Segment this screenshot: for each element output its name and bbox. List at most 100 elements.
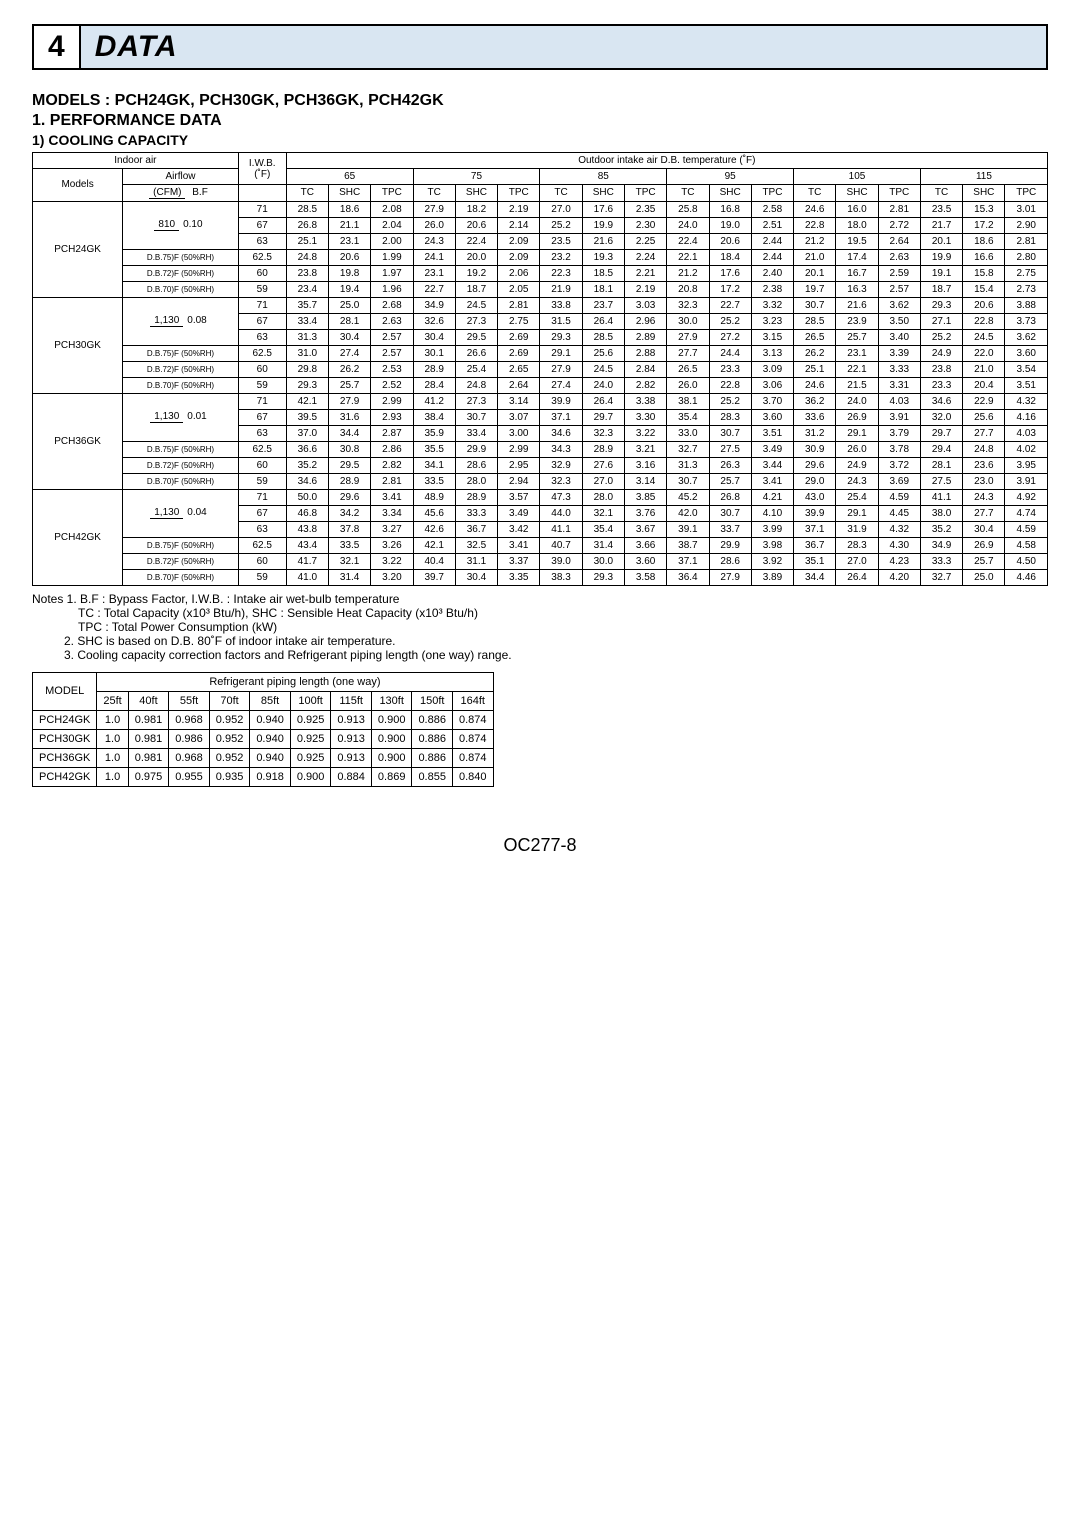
data-cell: 34.9 [920,537,962,553]
table-row: D.B.75)F (50%RH)62.531.027.42.5730.126.6… [33,345,1048,361]
data-cell: 35.7 [286,297,328,313]
data-cell: 29.6 [794,457,836,473]
data-cell: 37.8 [328,521,370,537]
data-cell: 0.925 [290,748,331,767]
data-cell: 25.2 [920,329,962,345]
data-cell: 0.952 [209,748,250,767]
data-cell: 2.72 [878,217,920,233]
data-cell: 19.5 [836,233,878,249]
iwb-cell: 62.5 [238,345,286,361]
data-cell: 24.0 [582,377,624,393]
data-cell: 15.3 [963,201,1005,217]
data-cell: 30.7 [667,473,709,489]
models-line: MODELS : PCH24GK, PCH30GK, PCH36GK, PCH4… [32,92,1048,110]
data-cell: 30.8 [328,441,370,457]
data-cell: 3.34 [371,505,413,521]
hdr-t105: 105 [794,169,921,185]
airflow-cell: 1,1300.08 [123,297,239,345]
data-cell: 27.7 [667,345,709,361]
data-cell: 3.22 [371,553,413,569]
refr-col-hdr: 85ft [250,691,291,710]
data-cell: 23.1 [413,265,455,281]
hdr-cfm: (CFM) [149,187,185,199]
data-cell: 2.75 [1005,265,1048,281]
data-cell: 3.22 [624,425,666,441]
data-cell: 2.64 [498,377,540,393]
data-cell: 29.1 [540,345,582,361]
data-cell: 39.7 [413,569,455,585]
data-cell: 2.86 [371,441,413,457]
data-cell: 32.9 [540,457,582,473]
data-cell: 33.5 [413,473,455,489]
data-cell: 3.54 [1005,361,1048,377]
data-cell: 27.9 [667,329,709,345]
data-cell: 3.39 [878,345,920,361]
data-cell: 2.82 [624,377,666,393]
sc-0-0: TC [286,185,328,202]
refr-col-hdr: 70ft [209,691,250,710]
data-cell: 0.884 [331,767,372,786]
data-cell: 27.0 [836,553,878,569]
data-cell: 1.97 [371,265,413,281]
data-cell: 27.4 [540,377,582,393]
data-cell: 3.01 [1005,201,1048,217]
data-cell: 33.3 [455,505,497,521]
data-cell: 3.58 [624,569,666,585]
data-cell: 22.7 [413,281,455,297]
data-cell: 2.99 [498,441,540,457]
data-cell: 24.3 [963,489,1005,505]
notes: Notes 1. B.F : Bypass Factor, I.W.B. : I… [32,592,1048,662]
data-cell: 27.1 [920,313,962,329]
data-cell: 2.94 [498,473,540,489]
note-2: TC : Total Capacity (x10³ Btu/h), SHC : … [78,606,1048,620]
data-cell: 3.79 [878,425,920,441]
data-cell: 2.57 [371,329,413,345]
data-cell: 24.0 [836,393,878,409]
table-row: PCH42GK1,1300.047150.029.63.4148.928.93.… [33,489,1048,505]
data-cell: 23.0 [963,473,1005,489]
data-cell: 32.3 [540,473,582,489]
data-cell: 29.7 [582,409,624,425]
data-cell: 25.7 [709,473,751,489]
data-cell: 2.64 [878,233,920,249]
data-cell: 0.918 [250,767,291,786]
data-cell: 26.5 [667,361,709,377]
data-cell: 3.33 [878,361,920,377]
data-cell: 31.4 [328,569,370,585]
data-cell: 0.955 [169,767,210,786]
sc-2-0: TC [540,185,582,202]
data-cell: 2.04 [371,217,413,233]
data-cell: 2.40 [751,265,793,281]
data-cell: 23.4 [286,281,328,297]
data-cell: 34.2 [328,505,370,521]
iwb-cell: 63 [238,329,286,345]
table-row: D.B.72)F (50%RH)6023.819.81.9723.119.22.… [33,265,1048,281]
data-cell: 4.32 [878,521,920,537]
sc-5-1: SHC [963,185,1005,202]
data-cell: 18.6 [328,201,370,217]
data-cell: 4.46 [1005,569,1048,585]
data-cell: 37.0 [286,425,328,441]
data-cell: 3.49 [498,505,540,521]
data-cell: 0.968 [169,748,210,767]
data-cell: 18.7 [920,281,962,297]
table-row: D.B.75)F (50%RH)62.536.630.82.8635.529.9… [33,441,1048,457]
refr-col-hdr: 100ft [290,691,331,710]
data-cell: 28.0 [455,473,497,489]
data-cell: 2.93 [371,409,413,425]
airflow-dbf-cell: D.B.70)F (50%RH) [123,569,239,585]
refr-model-hdr: MODEL [33,672,97,710]
data-cell: 22.4 [455,233,497,249]
note-3: TPC : Total Power Consumption (kW) [78,620,1048,634]
data-cell: 27.0 [540,201,582,217]
data-cell: 0.935 [209,767,250,786]
data-cell: 26.5 [794,329,836,345]
data-cell: 45.2 [667,489,709,505]
data-cell: 23.1 [328,233,370,249]
data-cell: 2.09 [498,249,540,265]
data-cell: 3.44 [751,457,793,473]
sc-2-1: SHC [582,185,624,202]
data-cell: 29.1 [836,425,878,441]
data-cell: 30.1 [413,345,455,361]
data-cell: 22.8 [794,217,836,233]
